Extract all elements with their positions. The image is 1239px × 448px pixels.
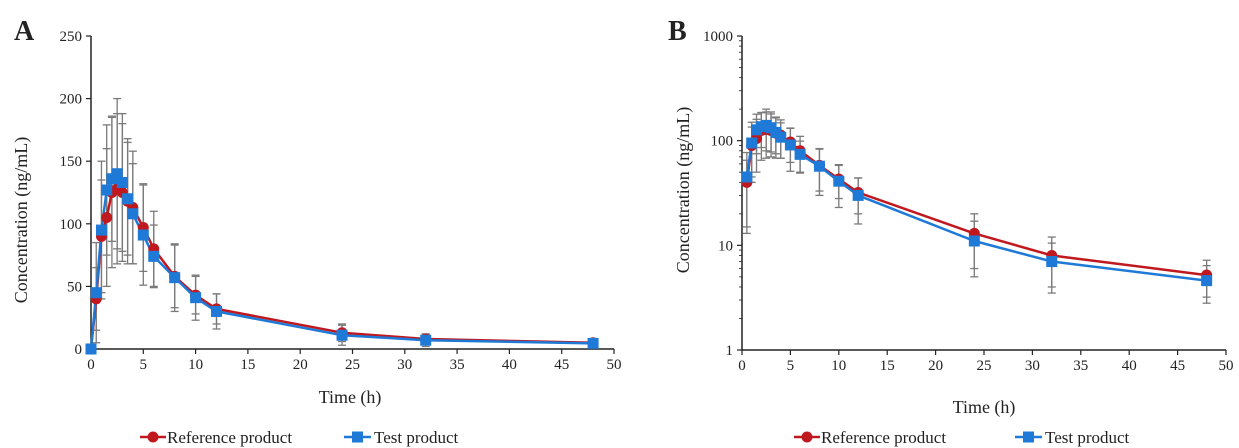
test-data-point <box>1046 256 1058 268</box>
test-data-point <box>101 184 113 196</box>
test-data-point <box>1201 275 1213 287</box>
y-axis-label-b: Concentration (ng/mL) <box>673 107 694 273</box>
test-data-point <box>211 305 223 317</box>
test-data-point <box>852 189 864 201</box>
test-data-point <box>420 334 432 346</box>
legend-item-test: Test product <box>1015 428 1130 447</box>
x-tick-label: 50 <box>607 357 622 373</box>
reference-series-line <box>745 128 1207 277</box>
test-data-point <box>741 171 753 183</box>
test-data-point <box>746 137 758 149</box>
legend-test-label: Test product <box>374 428 459 447</box>
panel-letter-a: A <box>14 16 35 47</box>
test-data-point <box>813 160 825 172</box>
test-data-point <box>116 176 128 188</box>
x-tick-label: 10 <box>188 357 203 373</box>
x-tick-label: 30 <box>1025 358 1040 374</box>
test-data-point <box>968 235 980 247</box>
legend-a: Reference product Test product <box>140 428 459 447</box>
y-axis-label-a: Concentration (ng/mL) <box>11 137 32 303</box>
test-data-point <box>137 229 149 241</box>
y-tick-label: 100 <box>711 134 734 150</box>
legend-item-test: Test product <box>344 428 459 447</box>
y-tick-label: 100 <box>60 217 83 233</box>
legend-test-marker <box>352 431 363 443</box>
test-data-point <box>111 168 123 180</box>
chart-panel-a: A Concentration (ng/mL) Time (h) 0 5 10 15 2… <box>11 16 622 408</box>
test-data-point <box>833 175 845 187</box>
y-tick-label: 250 <box>60 29 83 45</box>
test-data-point <box>587 337 599 349</box>
x-tick-label: 20 <box>293 357 308 373</box>
y-tick-label: 1 <box>726 343 734 359</box>
test-data-point <box>95 224 107 236</box>
legend-reference-label: Reference product <box>821 428 946 447</box>
legend-test-label: Test product <box>1045 428 1130 447</box>
test-series-line <box>89 172 594 350</box>
legend-item-reference: Reference product <box>140 428 292 447</box>
panel-letter-b: B <box>668 16 687 47</box>
x-tick-label: 30 <box>397 357 412 373</box>
x-tick-label: 35 <box>450 357 465 373</box>
x-tick-label: 0 <box>87 357 95 373</box>
test-data-point <box>784 139 796 151</box>
legend-reference-marker <box>801 431 813 443</box>
test-data-point <box>775 131 787 143</box>
test-data-point <box>190 292 202 304</box>
x-tick-label: 25 <box>345 357 360 373</box>
test-data-point <box>122 193 134 205</box>
y-tick-label: 150 <box>60 154 83 170</box>
x-tick-label: 0 <box>738 358 746 374</box>
test-data-point <box>794 148 806 160</box>
x-tick-label: 15 <box>240 357 255 373</box>
x-axis-label-a: Time (h) <box>319 387 382 408</box>
y-tick-label: 0 <box>75 342 83 358</box>
chart-panel-b: B Concentration (ng/mL) Time (h) 0 5 10 15 2… <box>668 16 1234 418</box>
legend-item-reference: Reference product <box>794 428 946 447</box>
x-tick-label: 45 <box>554 357 569 373</box>
test-data-point <box>127 208 139 220</box>
legend-b: Reference product Test product <box>794 428 1130 447</box>
test-data-point <box>169 272 181 284</box>
legend-test-marker <box>1023 431 1034 443</box>
x-tick-label: 5 <box>140 357 148 373</box>
legend-reference-marker <box>147 431 159 443</box>
x-tick-label: 45 <box>1170 358 1185 374</box>
x-tick-label: 10 <box>831 358 846 374</box>
x-tick-label: 25 <box>977 358 992 374</box>
x-tick-label: 15 <box>880 358 895 374</box>
y-tick-label: 50 <box>67 279 82 295</box>
x-tick-label: 35 <box>1073 358 1088 374</box>
test-data-point <box>336 329 348 341</box>
y-tick-label: 1000 <box>703 29 733 45</box>
x-tick-label: 5 <box>787 358 795 374</box>
x-tick-label: 40 <box>502 357 517 373</box>
x-tick-label: 20 <box>928 358 943 374</box>
reference-data-point <box>101 212 113 224</box>
x-tick-label: 50 <box>1219 358 1234 374</box>
x-axis-label-b: Time (h) <box>953 397 1016 418</box>
test-data-point <box>148 250 160 262</box>
y-tick-label: 10 <box>718 238 733 254</box>
x-tick-label: 40 <box>1122 358 1137 374</box>
y-tick-label: 200 <box>60 92 83 108</box>
test-data-point <box>85 343 97 355</box>
test-data-point <box>90 287 102 299</box>
legend-reference-label: Reference product <box>167 428 292 447</box>
